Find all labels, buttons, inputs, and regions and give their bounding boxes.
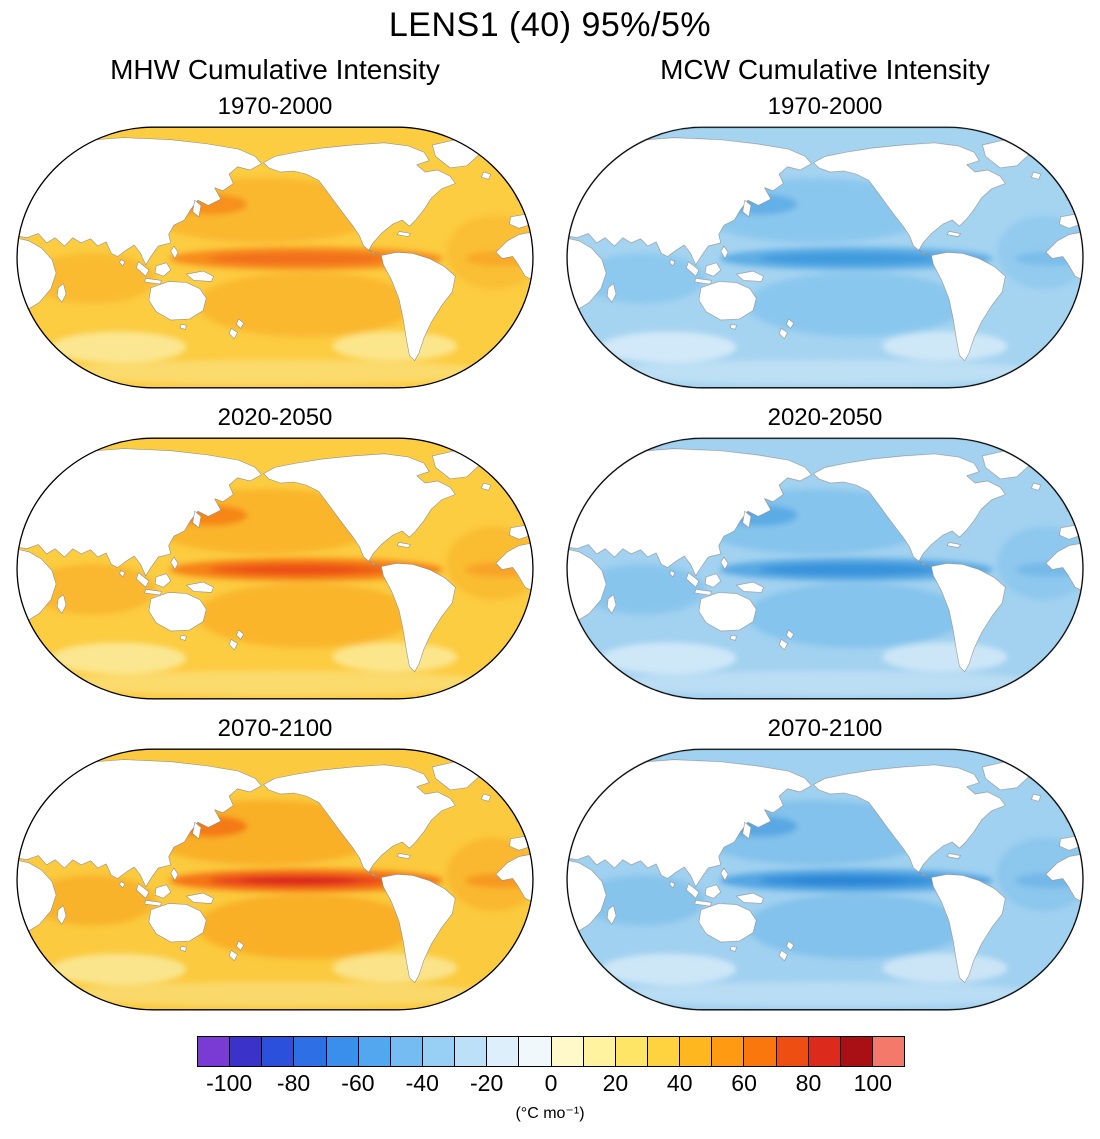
world-map <box>566 437 1084 700</box>
colorbar-cell <box>839 1036 873 1067</box>
panel-mcw-1970-2000: 1970-2000 <box>550 92 1100 403</box>
colorbar-cell <box>646 1036 681 1067</box>
panel-title: 2020-2050 <box>767 404 883 431</box>
map-mhw-2070-2100 <box>14 744 536 1015</box>
colorbar-cell <box>518 1036 552 1067</box>
panel-title: 2020-2050 <box>217 404 333 431</box>
colorbar-cell <box>229 1036 263 1067</box>
figure-title: LENS1 (40) 95%/5% <box>388 6 712 44</box>
panel-mhw-1970-2000: 1970-2000 <box>0 92 550 403</box>
colorbar-cell <box>743 1036 777 1067</box>
colorbar-cell <box>486 1036 520 1067</box>
panel-title: 1970-2000 <box>217 93 333 120</box>
colorbar-cell <box>550 1036 584 1067</box>
panel-mcw-2020-2050: 2020-2050 <box>550 403 1100 714</box>
panel-title: 1970-2000 <box>767 93 883 120</box>
colorbar-unit-label: (°C mo⁻¹) <box>515 1105 585 1122</box>
panel-title: 2070-2100 <box>217 715 333 742</box>
world-map <box>16 126 534 389</box>
map-mhw-1970-2000 <box>14 122 536 393</box>
colorbar-tick-label: 80 <box>795 1070 822 1096</box>
column-headers: MHW Cumulative Intensity MCW Cumulative … <box>0 54 1100 86</box>
colorbar-cell <box>582 1036 616 1067</box>
colorbar-tick-label: 20 <box>602 1070 629 1096</box>
column-header-mcw: MCW Cumulative Intensity <box>660 54 990 85</box>
world-map <box>566 126 1084 389</box>
panel-title: 2070-2100 <box>767 715 883 742</box>
map-mcw-2020-2050 <box>564 433 1086 704</box>
world-map <box>566 748 1084 1011</box>
colorbar-cell <box>357 1036 391 1067</box>
world-map <box>16 437 534 700</box>
colorbar-tick-label: -60 <box>341 1070 375 1096</box>
colorbar-cell <box>871 1036 906 1067</box>
colorbar-tick-label: 60 <box>731 1070 757 1096</box>
map-mcw-2070-2100 <box>564 744 1086 1015</box>
panel-mcw-2070-2100: 2070-2100 <box>550 714 1100 1025</box>
colorbar <box>197 1036 906 1067</box>
column-header-mhw: MHW Cumulative Intensity <box>110 54 440 85</box>
colorbar-cell <box>389 1036 423 1067</box>
panel-grid: 1970-2000 1970-2000 2020-205 <box>0 92 1100 1025</box>
colorbar-cell <box>711 1036 745 1067</box>
colorbar-cell <box>807 1036 841 1067</box>
colorbar-cell <box>421 1036 456 1067</box>
colorbar-tick-label: 0 <box>544 1070 558 1096</box>
colorbar-tick-label: -40 <box>405 1070 439 1096</box>
world-map <box>16 748 534 1011</box>
panel-mhw-2070-2100: 2070-2100 <box>0 714 550 1025</box>
colorbar-cell <box>454 1036 488 1067</box>
colorbar-cell <box>325 1036 359 1067</box>
colorbar-tick-labels: -100 -80 -60 -40 -20 0 20 40 60 80 100 <box>197 1070 905 1098</box>
colorbar-cell <box>614 1036 648 1067</box>
map-mhw-2020-2050 <box>14 433 536 704</box>
colorbar-cell <box>679 1036 713 1067</box>
colorbar-tick-label: 100 <box>853 1070 892 1096</box>
colorbar-cell <box>261 1036 295 1067</box>
map-mcw-1970-2000 <box>564 122 1086 393</box>
colorbar-tick-label: -100 <box>206 1070 253 1096</box>
colorbar-tick-label: 40 <box>666 1070 693 1096</box>
panel-mhw-2020-2050: 2020-2050 <box>0 403 550 714</box>
colorbar-cell <box>293 1036 327 1067</box>
colorbar-tick-label: -80 <box>276 1070 311 1096</box>
colorbar-cell <box>197 1036 231 1067</box>
colorbar-tick-label: -20 <box>470 1070 504 1096</box>
colorbar-cell <box>775 1036 809 1067</box>
